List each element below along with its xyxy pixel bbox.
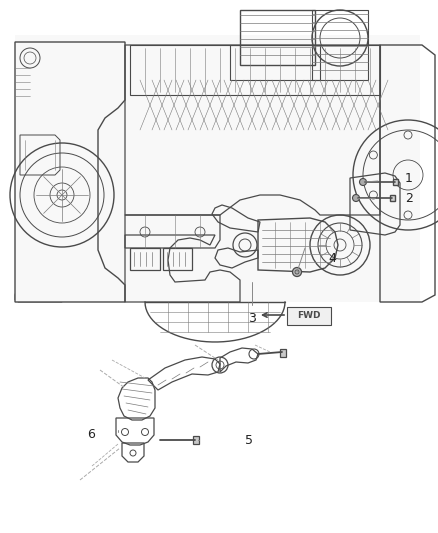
Text: 3: 3 [248,312,256,325]
Polygon shape [393,179,398,185]
Text: 6: 6 [87,429,95,441]
Text: 4: 4 [328,252,336,264]
Text: 2: 2 [405,191,413,205]
Circle shape [360,179,367,185]
Text: 1: 1 [405,172,413,184]
Circle shape [293,268,301,277]
Circle shape [353,195,360,201]
Polygon shape [390,195,395,201]
FancyBboxPatch shape [287,307,331,325]
Text: FWD: FWD [297,311,321,320]
Polygon shape [193,436,199,444]
Polygon shape [15,35,420,302]
Polygon shape [280,349,286,357]
Text: 5: 5 [245,433,253,447]
